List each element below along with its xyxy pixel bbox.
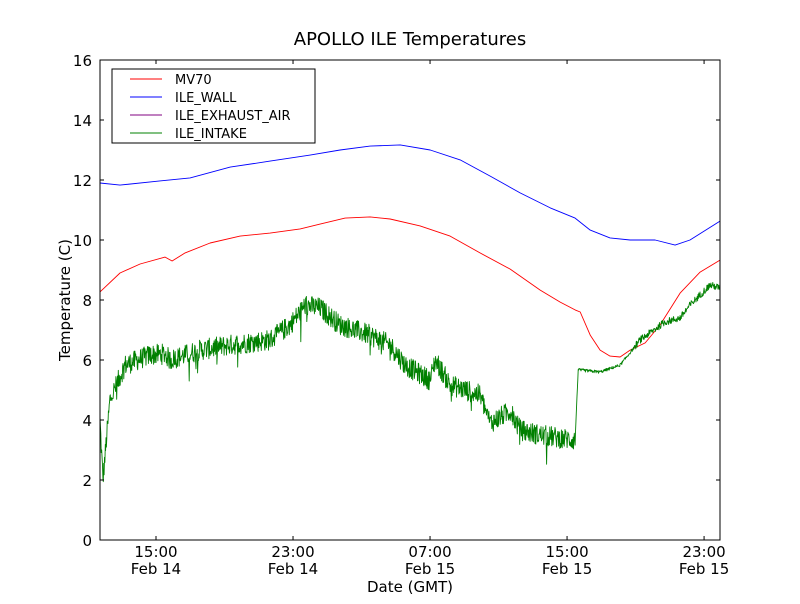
x-tick-time: 23:00 [682, 543, 725, 561]
x-tick-date: Feb 15 [405, 560, 455, 578]
series-line-ile-wall [99, 144, 721, 246]
x-tick-date: Feb 15 [679, 560, 729, 578]
y-tick-label: 4 [82, 412, 92, 430]
x-tick-time: 07:00 [408, 543, 451, 561]
y-tick-label: 10 [73, 232, 92, 250]
x-tick-date: Feb 14 [131, 560, 181, 578]
legend: MV70 ILE_WALL ILE_EXHAUST_AIR ILE_INTAKE [111, 68, 316, 144]
x-tick-time: 15:00 [134, 543, 177, 561]
legend-label: ILE_INTAKE [175, 127, 247, 142]
x-tick-date: Feb 15 [542, 560, 592, 578]
legend-label: ILE_WALL [175, 91, 237, 106]
legend-box [111, 68, 316, 144]
series-line-mv70 [99, 216, 721, 358]
y-tick-label: 12 [73, 172, 92, 190]
y-tick-label: 14 [73, 112, 92, 130]
x-tick-time: 23:00 [271, 543, 314, 561]
plot-area [99, 144, 721, 483]
series-line-ile-intake [99, 281, 721, 483]
legend-label: MV70 [175, 73, 212, 88]
y-tick-label: 8 [82, 292, 92, 310]
y-tick-label: 16 [73, 52, 92, 70]
x-tick-date: Feb 14 [268, 560, 318, 578]
y-axis: 0 2 4 6 8 10 12 14 16 [73, 52, 720, 550]
y-axis-label: Temperature (C) [56, 239, 74, 362]
chart-title: APOLLO ILE Temperatures [294, 29, 526, 50]
y-tick-label: 6 [82, 352, 92, 370]
x-axis-label: Date (GMT) [367, 578, 453, 596]
y-tick-label: 2 [82, 472, 92, 490]
legend-label: ILE_EXHAUST_AIR [175, 109, 291, 124]
x-tick-time: 15:00 [545, 543, 588, 561]
y-tick-label: 0 [82, 532, 92, 550]
